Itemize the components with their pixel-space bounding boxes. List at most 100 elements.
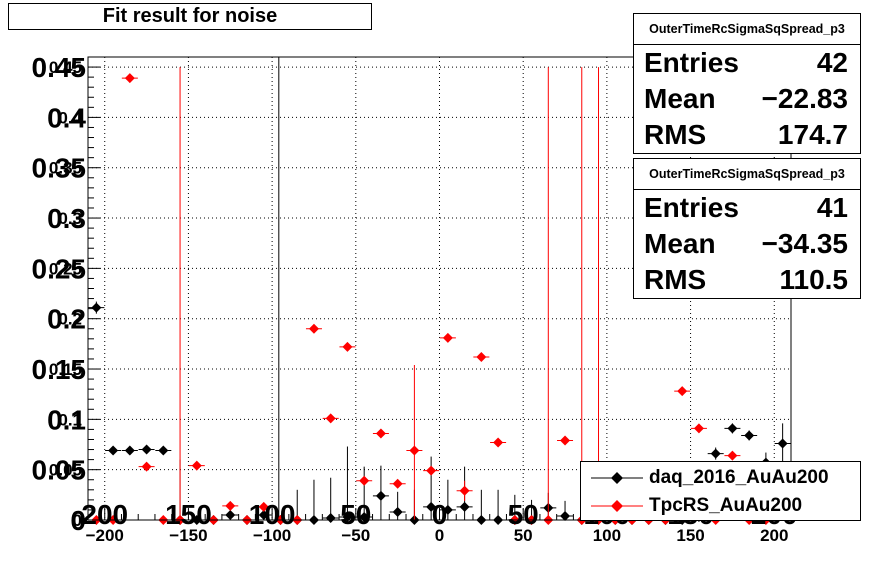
y-overdraw-label: 0.45 bbox=[32, 52, 87, 83]
mean-label: Mean bbox=[644, 83, 716, 114]
data-point bbox=[225, 509, 236, 520]
y-tick-label: 0 bbox=[73, 511, 82, 530]
y-tick-label: 0.15 bbox=[49, 360, 82, 379]
rms-label: RMS bbox=[644, 264, 707, 295]
x-overdraw-label: 100 bbox=[249, 499, 296, 530]
data-point bbox=[442, 332, 453, 343]
data-point bbox=[375, 490, 386, 501]
data-point bbox=[308, 323, 319, 334]
stats-mean-row: Mean −34.35 bbox=[634, 226, 860, 262]
data-point bbox=[777, 438, 788, 449]
data-point bbox=[744, 430, 755, 441]
y-tick-label: 0.25 bbox=[49, 259, 82, 278]
x-overdraw-label: 50 bbox=[340, 499, 371, 530]
x-tick-label: −150 bbox=[169, 526, 207, 545]
y-tick-label: 0.2 bbox=[58, 310, 82, 329]
stats-box-2: OuterTimeRcSigmaSqSpread_p3 Entries 41 M… bbox=[633, 158, 861, 299]
x-overdraw-label: 150 bbox=[165, 499, 212, 530]
stats-entries-row: Entries 41 bbox=[634, 190, 860, 226]
data-point bbox=[392, 506, 403, 517]
legend-item-daq: daq_2016_AuAu200 bbox=[581, 464, 860, 492]
rms-label: RMS bbox=[644, 119, 707, 150]
data-point bbox=[409, 445, 420, 456]
data-point bbox=[258, 509, 269, 520]
legend-marker-red-icon bbox=[591, 500, 643, 512]
y-overdraw-label: 0.4 bbox=[47, 102, 86, 133]
entries-value: 41 bbox=[816, 192, 848, 223]
y-overdraw-label: 0 bbox=[70, 505, 86, 536]
x-overdraw-label: 50 bbox=[508, 499, 539, 530]
data-point bbox=[476, 351, 487, 362]
data-point bbox=[124, 73, 135, 84]
y-tick-label: 0.1 bbox=[58, 410, 82, 429]
data-point bbox=[359, 511, 370, 522]
data-point bbox=[677, 386, 688, 397]
data-point bbox=[459, 501, 470, 512]
stats-box-1: OuterTimeRcSigmaSqSpread_p3 Entries 42 M… bbox=[633, 13, 861, 154]
data-point bbox=[493, 437, 504, 448]
stats-name: OuterTimeRcSigmaSqSpread_p3 bbox=[634, 14, 860, 45]
y-overdraw-label: 0.3 bbox=[47, 203, 86, 234]
x-tick-label: 0 bbox=[435, 526, 444, 545]
y-overdraw-label: 0.15 bbox=[32, 354, 87, 385]
data-point bbox=[325, 512, 336, 523]
stats-name: OuterTimeRcSigmaSqSpread_p3 bbox=[634, 159, 860, 190]
entries-value: 42 bbox=[816, 47, 848, 78]
data-point bbox=[426, 465, 437, 476]
chart-title: Fit result for noise bbox=[8, 3, 372, 30]
legend-item-tpcrs: TpcRS_AuAu200 bbox=[581, 492, 860, 520]
legend-label: daq_2016_AuAu200 bbox=[649, 467, 829, 488]
data-point bbox=[426, 501, 437, 512]
data-point bbox=[191, 460, 202, 471]
data-point bbox=[693, 423, 704, 434]
data-point bbox=[392, 478, 403, 489]
data-point bbox=[560, 510, 571, 521]
y-overdraw-label: 0.35 bbox=[32, 153, 87, 184]
stats-rms-row: RMS 110.5 bbox=[634, 262, 860, 298]
y-tick-label: 0.05 bbox=[49, 461, 82, 480]
mean-label: Mean bbox=[644, 228, 716, 259]
data-point bbox=[342, 511, 353, 522]
data-point bbox=[124, 445, 135, 456]
y-overdraw-label: 0.2 bbox=[47, 304, 86, 335]
y-overdraw-label: 0.25 bbox=[32, 253, 87, 284]
axis-tick-labels: −200 −150 −100 −50 0 50 100 150 200 0 0.05 0.1 0.15 0… bbox=[32, 52, 798, 545]
data-point bbox=[141, 444, 152, 455]
x-tick-label: −200 bbox=[86, 526, 124, 545]
x-tick-label: 100 bbox=[593, 526, 621, 545]
stats-rms-row: RMS 174.7 bbox=[634, 117, 860, 153]
rms-value: 110.5 bbox=[779, 264, 848, 295]
entries-label: Entries bbox=[644, 192, 739, 223]
data-point bbox=[91, 302, 102, 313]
data-point bbox=[258, 501, 269, 512]
stats-entries-row: Entries 42 bbox=[634, 45, 860, 81]
data-point bbox=[158, 445, 169, 456]
data-point bbox=[442, 504, 453, 515]
data-point bbox=[710, 448, 721, 459]
x-tick-label: 50 bbox=[514, 526, 533, 545]
legend: daq_2016_AuAu200 TpcRS_AuAu200 bbox=[580, 461, 861, 521]
legend-label: TpcRS_AuAu200 bbox=[649, 495, 803, 516]
mean-value: −22.83 bbox=[761, 83, 848, 114]
entries-label: Entries bbox=[644, 47, 739, 78]
mean-value: −34.35 bbox=[761, 228, 848, 259]
data-point bbox=[325, 413, 336, 424]
x-tick-label: −50 bbox=[341, 526, 370, 545]
data-point bbox=[141, 461, 152, 472]
x-overdraw-label: 0 bbox=[432, 499, 448, 530]
x-tick-label: −100 bbox=[253, 526, 291, 545]
y-tick-label: 0.3 bbox=[58, 209, 82, 228]
data-point bbox=[342, 341, 353, 352]
y-tick-label: 0.45 bbox=[49, 58, 82, 77]
x-tick-label: 150 bbox=[676, 526, 704, 545]
data-point bbox=[359, 475, 370, 486]
x-tick-label: 200 bbox=[760, 526, 788, 545]
data-point bbox=[560, 435, 571, 446]
rms-value: 174.7 bbox=[777, 119, 848, 150]
y-overdraw-label: 0.05 bbox=[32, 455, 87, 486]
data-point bbox=[727, 423, 738, 434]
data-point bbox=[459, 485, 470, 496]
data-point bbox=[375, 428, 386, 439]
data-point bbox=[108, 445, 119, 456]
data-point bbox=[727, 450, 738, 461]
